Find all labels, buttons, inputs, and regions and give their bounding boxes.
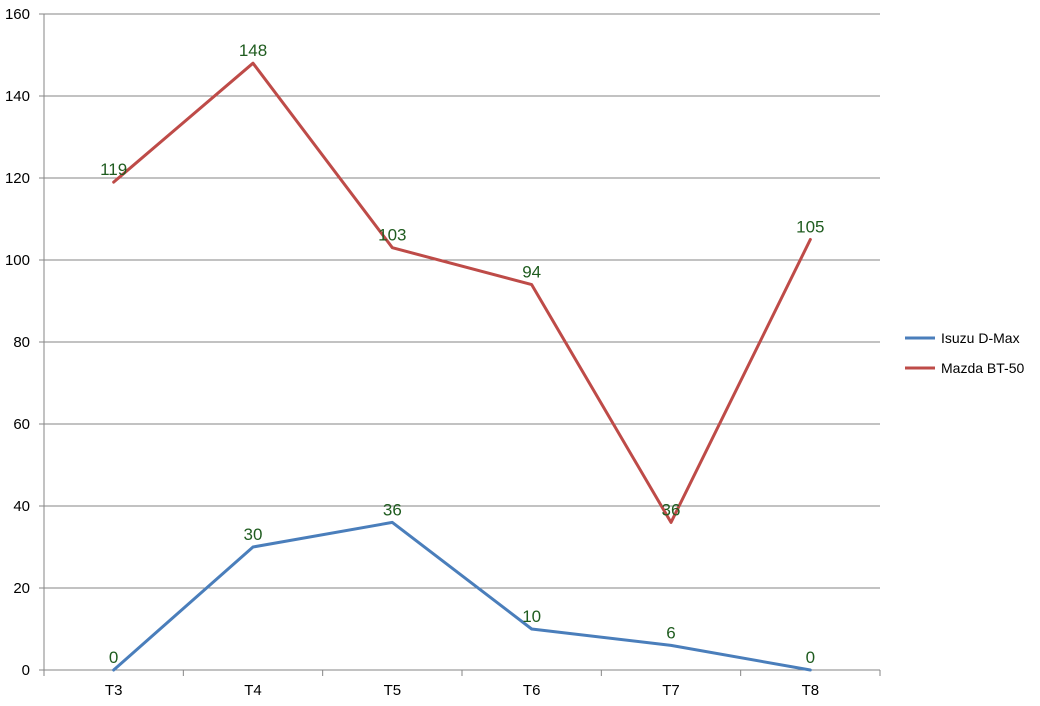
y-tick-label: 80	[13, 334, 30, 351]
y-tick-label: 160	[5, 6, 30, 23]
data-label: 105	[796, 218, 824, 237]
y-tick-label: 60	[13, 416, 30, 433]
legend: Isuzu D-Max Mazda BT-50	[905, 330, 1024, 376]
data-label: 10	[522, 607, 541, 626]
data-label: 36	[383, 500, 402, 519]
series-line-0	[112, 520, 812, 672]
data-label: 94	[522, 263, 541, 282]
legend-entry-label: Mazda BT-50	[941, 360, 1024, 376]
data-label: 6	[666, 623, 675, 642]
x-tick-label: T3	[105, 682, 123, 699]
y-axis-ticks: 0 20 40 60 80 100 120 140 160	[5, 6, 44, 679]
gridlines	[44, 13, 880, 589]
y-tick-label: 0	[22, 662, 30, 679]
data-labels: 0 30 36 10 6 0 119 148 103 94 36 105	[100, 41, 824, 667]
data-label: 0	[109, 648, 118, 667]
legend-entry-label: Isuzu D-Max	[941, 330, 1020, 346]
data-label: 36	[662, 500, 681, 519]
series-line-1	[112, 61, 812, 524]
y-tick-label: 120	[5, 170, 30, 187]
y-tick-label: 140	[5, 88, 30, 105]
data-label: 30	[244, 525, 263, 544]
x-tick-label: T6	[523, 682, 541, 699]
data-label: 103	[378, 226, 406, 245]
data-label: 119	[100, 160, 127, 179]
y-tick-label: 40	[13, 498, 30, 515]
x-tick-label: T7	[662, 682, 680, 699]
data-label: 148	[239, 41, 267, 60]
series-lines	[112, 61, 812, 672]
y-tick-label: 20	[13, 580, 30, 597]
x-tick-label: T8	[802, 682, 820, 699]
x-tick-label: T5	[384, 682, 402, 699]
x-axis-ticks: T3 T4 T5 T6 T7 T8	[43, 670, 881, 699]
data-label: 0	[806, 648, 815, 667]
y-tick-label: 100	[5, 252, 30, 269]
x-tick-label: T4	[244, 682, 262, 699]
